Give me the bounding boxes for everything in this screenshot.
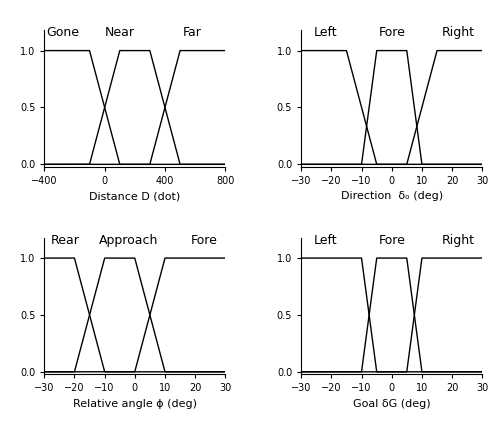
Text: Fore: Fore [191,233,217,247]
Text: Right: Right [441,233,475,247]
X-axis label: Distance D (dot): Distance D (dot) [89,191,181,201]
Text: Far: Far [183,26,202,39]
Text: Fore: Fore [378,26,405,39]
X-axis label: Direction  δₒ (deg): Direction δₒ (deg) [340,191,443,201]
Text: Near: Near [105,26,135,39]
Text: Gone: Gone [46,26,79,39]
Text: Rear: Rear [51,233,80,247]
X-axis label: Relative angle ϕ (deg): Relative angle ϕ (deg) [73,399,197,408]
Text: Left: Left [313,26,337,39]
Text: Left: Left [313,233,337,247]
Text: Fore: Fore [378,233,405,247]
X-axis label: Goal δG (deg): Goal δG (deg) [353,399,430,408]
Text: Approach: Approach [99,233,158,247]
Text: Right: Right [441,26,475,39]
